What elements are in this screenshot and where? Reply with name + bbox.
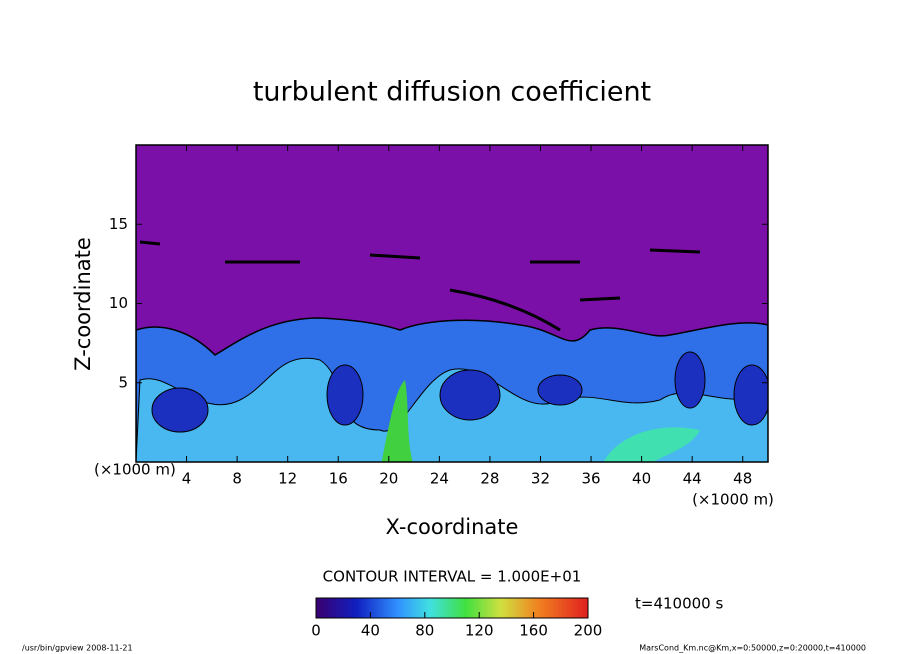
x-unit: (×1000 m) xyxy=(692,491,774,509)
y-axis-label: Z-coordinate xyxy=(71,237,95,371)
colorbar-tick-label: 120 xyxy=(465,622,494,640)
contour-field xyxy=(136,145,768,462)
x-tick-label: 40 xyxy=(632,470,651,488)
x-tick-label: 44 xyxy=(683,470,702,488)
x-tick-label: 12 xyxy=(278,470,297,488)
x-tick-label: 48 xyxy=(733,470,752,488)
y-tick-label: 5 xyxy=(118,373,128,391)
colorbar xyxy=(315,597,589,619)
x-tick-label: 4 xyxy=(182,470,192,488)
x-tick-label: 32 xyxy=(531,470,550,488)
x-axis-label: X-coordinate xyxy=(386,515,519,539)
contour-interval: CONTOUR INTERVAL = 1.000E+01 xyxy=(323,568,582,586)
chart-title: turbulent diffusion coefficient xyxy=(253,77,651,108)
y-tick-label: 10 xyxy=(109,294,128,312)
x-tick-label: 36 xyxy=(581,470,600,488)
x-tick-label: 16 xyxy=(329,470,348,488)
x-tick-label: 8 xyxy=(232,470,242,488)
colorbar-tick-label: 160 xyxy=(519,622,548,640)
footer-right: MarsCond_Km.nc@Km,x=0:50000,z=0:20000,t=… xyxy=(639,644,866,653)
colorbar-tick-label: 80 xyxy=(415,622,434,640)
footer-left: /usr/bin/gpview 2008-11-21 xyxy=(22,644,133,653)
x-tick-label: 20 xyxy=(379,470,398,488)
colorbar-tick-label: 200 xyxy=(574,622,603,640)
x-tick-label: 28 xyxy=(480,470,499,488)
y-tick-label: 15 xyxy=(109,215,128,233)
time-label: t=410000 s xyxy=(635,595,723,613)
x-tick-label: 24 xyxy=(430,470,449,488)
colorbar-tick-label: 0 xyxy=(311,622,321,640)
x-unit: (×1000 m) xyxy=(94,461,176,479)
colorbar-tick-label: 40 xyxy=(361,622,380,640)
